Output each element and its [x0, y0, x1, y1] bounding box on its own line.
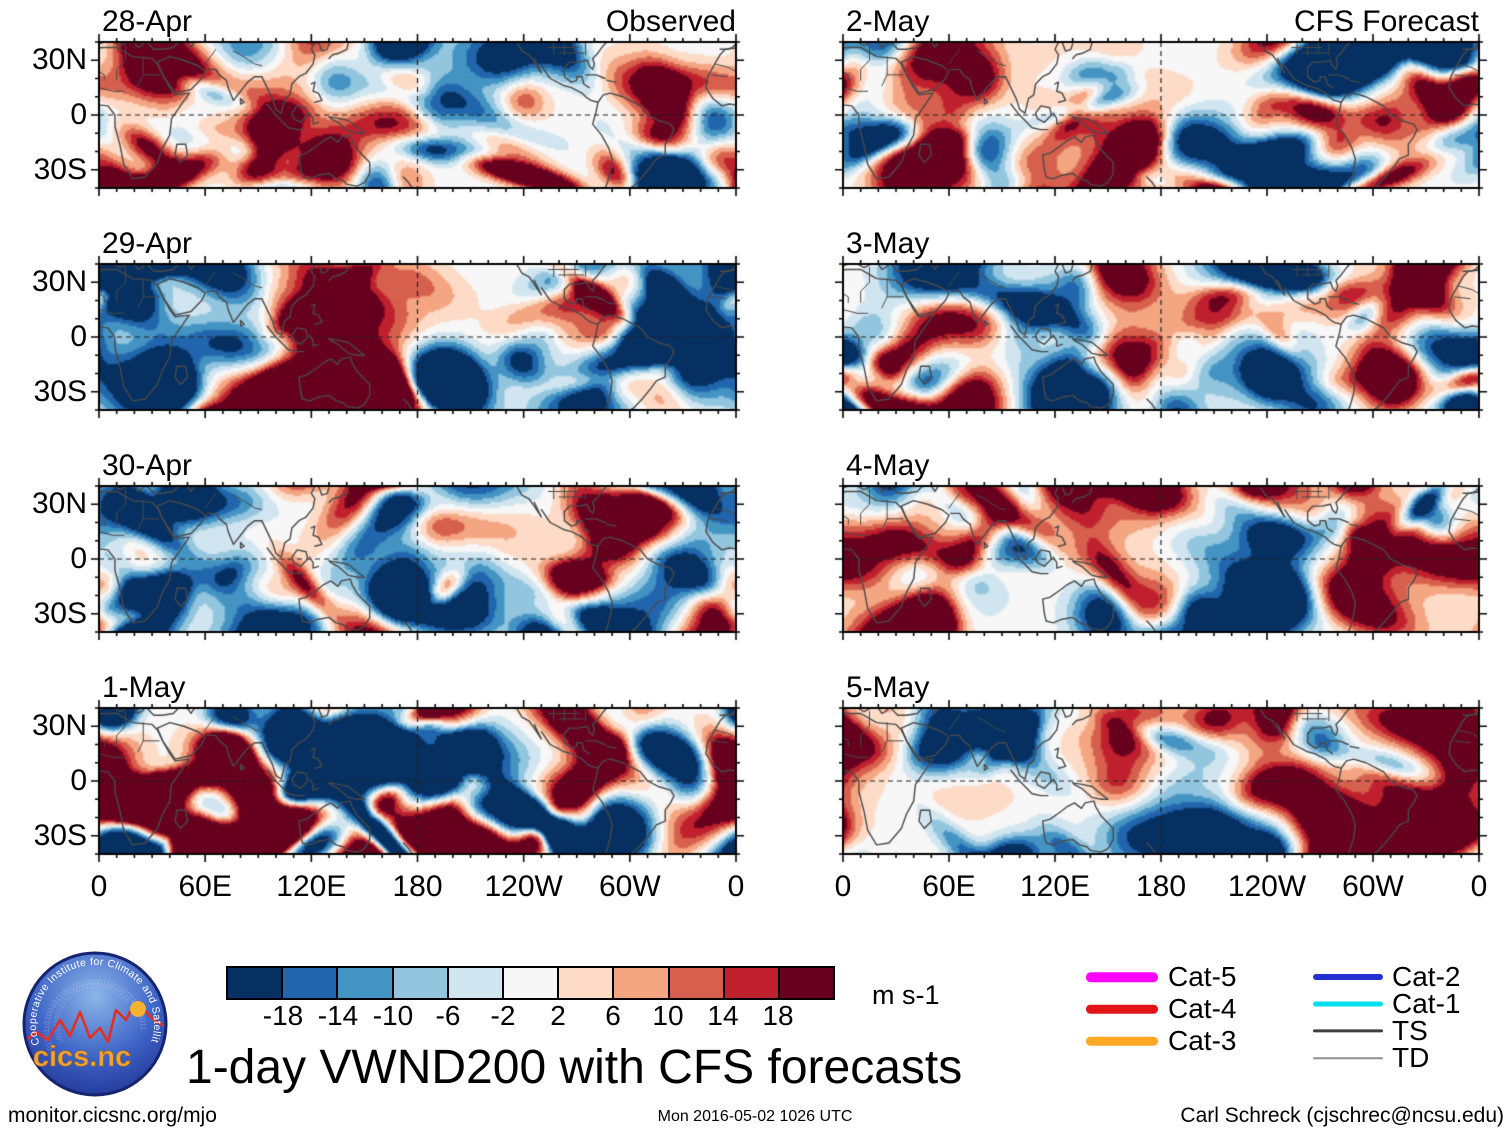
- colorbar-cell: [779, 968, 834, 998]
- panel-date-label: 1-May: [102, 671, 186, 704]
- panel-30-Apr: [87, 474, 748, 644]
- panel-1-May: [87, 696, 748, 866]
- lon-axis-label: 120E: [276, 870, 347, 903]
- lat-axis-label: 0: [70, 98, 87, 131]
- lon-axis-label: 0: [727, 870, 745, 903]
- logo-name: cics.nc: [33, 1041, 131, 1073]
- lat-axis-label: 0: [70, 542, 87, 575]
- colorbar-cell: [724, 968, 780, 998]
- column-label: CFS Forecast: [1293, 5, 1479, 38]
- colorbar-cell: [393, 968, 449, 998]
- panel-28-Apr: [87, 30, 748, 200]
- lat-axis-label: 0: [70, 764, 87, 797]
- panel-date-label: 29-Apr: [102, 227, 193, 260]
- lon-axis-label: 120W: [484, 870, 563, 903]
- colorbar-cell: [559, 968, 615, 998]
- legend-line-Cat-5: [1086, 972, 1158, 982]
- legend-label-Cat-1: Cat-1: [1392, 988, 1461, 1019]
- legend-label-Cat-2: Cat-2: [1392, 961, 1461, 992]
- lon-axis-label: 60W: [598, 870, 661, 903]
- lat-axis-label: 30N: [31, 709, 87, 742]
- lon-axis-label: 60E: [178, 870, 232, 903]
- lon-axis-label: 180: [392, 870, 443, 903]
- legend-label-Cat-4: Cat-4: [1168, 993, 1237, 1024]
- lat-axis-label: 30S: [33, 819, 87, 852]
- lat-axis-label: 30S: [33, 375, 87, 408]
- legend-line-TD: [1313, 1057, 1383, 1059]
- colorbar-tick-label: 2: [550, 1000, 566, 1031]
- colorbar-cell: [614, 968, 670, 998]
- logo-disc: [22, 951, 168, 1097]
- legend-line-Cat-4: [1086, 1004, 1158, 1014]
- map-2-May: [831, 30, 1491, 200]
- colorbar-tick-label: -6: [435, 1000, 461, 1031]
- panel-date-label: 30-Apr: [102, 449, 193, 482]
- colorbar-cell: [503, 968, 560, 998]
- colorbar-tick-label: 6: [605, 1000, 621, 1031]
- legend-label-Cat-5: Cat-5: [1168, 961, 1237, 992]
- colorbar-tick-label: -14: [317, 1000, 359, 1031]
- panel-date-label: 3-May: [846, 227, 930, 260]
- map-5-May: [831, 696, 1491, 866]
- map-4-May: [831, 474, 1491, 644]
- colorbar-tick-label: 18: [762, 1000, 794, 1031]
- panel-29-Apr: [87, 252, 748, 422]
- footer-credit: Carl Schreck (cjschrec@ncsu.edu): [1180, 1104, 1504, 1127]
- lat-axis-label: 30N: [31, 487, 87, 520]
- colorbar: [226, 966, 835, 1000]
- sun-icon: [130, 1001, 146, 1017]
- legend-label-TD: TD: [1392, 1042, 1430, 1073]
- colorbar-cell: [338, 968, 394, 998]
- lon-axis-label: 0: [90, 870, 108, 903]
- colorbar-units-label: m s-1: [872, 980, 940, 1010]
- colorbar-tick-label: -2: [490, 1000, 516, 1031]
- panel-date-label: 5-May: [846, 671, 930, 704]
- colorbar-tick-label: -18: [262, 1000, 304, 1031]
- lat-axis-label: 30S: [33, 153, 87, 186]
- lat-axis-label: 30S: [33, 597, 87, 630]
- legend-label-Cat-3: Cat-3: [1168, 1025, 1237, 1056]
- lon-axis-label: 0: [834, 870, 852, 903]
- lon-axis-label: 180: [1135, 870, 1187, 903]
- legend-line-Cat-2: [1313, 974, 1383, 980]
- colorbar-cell: [283, 968, 339, 998]
- column-label: Observed: [605, 5, 736, 38]
- map-28-Apr: [87, 30, 748, 200]
- legend-line-Cat-3: [1086, 1036, 1158, 1046]
- colorbar-cell: [448, 968, 504, 998]
- panel-date-label: 4-May: [846, 449, 930, 482]
- lon-axis-label: 60W: [1342, 870, 1404, 903]
- map-30-Apr: [87, 474, 748, 644]
- panel-date-label: 28-Apr: [102, 5, 193, 38]
- panel-5-May: [831, 696, 1491, 866]
- legend-line-TS: [1313, 1029, 1383, 1033]
- map-1-May: [87, 696, 748, 866]
- lat-axis-label: 30N: [31, 265, 87, 298]
- colorbar-cell: [669, 968, 725, 998]
- footer-timestamp: Mon 2016-05-02 1026 UTC: [657, 1108, 853, 1125]
- footer-url: monitor.cicsnc.org/mjo: [8, 1104, 217, 1127]
- legend-line-Cat-1: [1313, 1001, 1383, 1007]
- lon-axis-label: 0: [1470, 870, 1488, 903]
- panel-date-label: 2-May: [846, 5, 930, 38]
- map-29-Apr: [87, 252, 748, 422]
- panel-3-May: [831, 252, 1491, 422]
- panel-4-May: [831, 474, 1491, 644]
- cics-logo: 0100110100101100101101001101001011010011…: [20, 946, 168, 1097]
- legend-label-TS: TS: [1392, 1015, 1428, 1046]
- map-3-May: [831, 252, 1491, 422]
- colorbar-tick-label: -10: [372, 1000, 414, 1031]
- lat-axis-label: 30N: [31, 43, 87, 76]
- lon-axis-label: 120W: [1227, 870, 1307, 903]
- figure-title: 1-day VWND200 with CFS forecasts: [186, 1041, 963, 1094]
- panel-2-May: [831, 30, 1491, 200]
- lon-axis-label: 60E: [922, 870, 976, 903]
- lat-axis-label: 0: [70, 320, 87, 353]
- colorbar-tick-label: 10: [652, 1000, 684, 1031]
- lon-axis-label: 120E: [1019, 870, 1091, 903]
- colorbar-cell: [228, 968, 284, 998]
- colorbar-tick-label: 14: [707, 1000, 739, 1031]
